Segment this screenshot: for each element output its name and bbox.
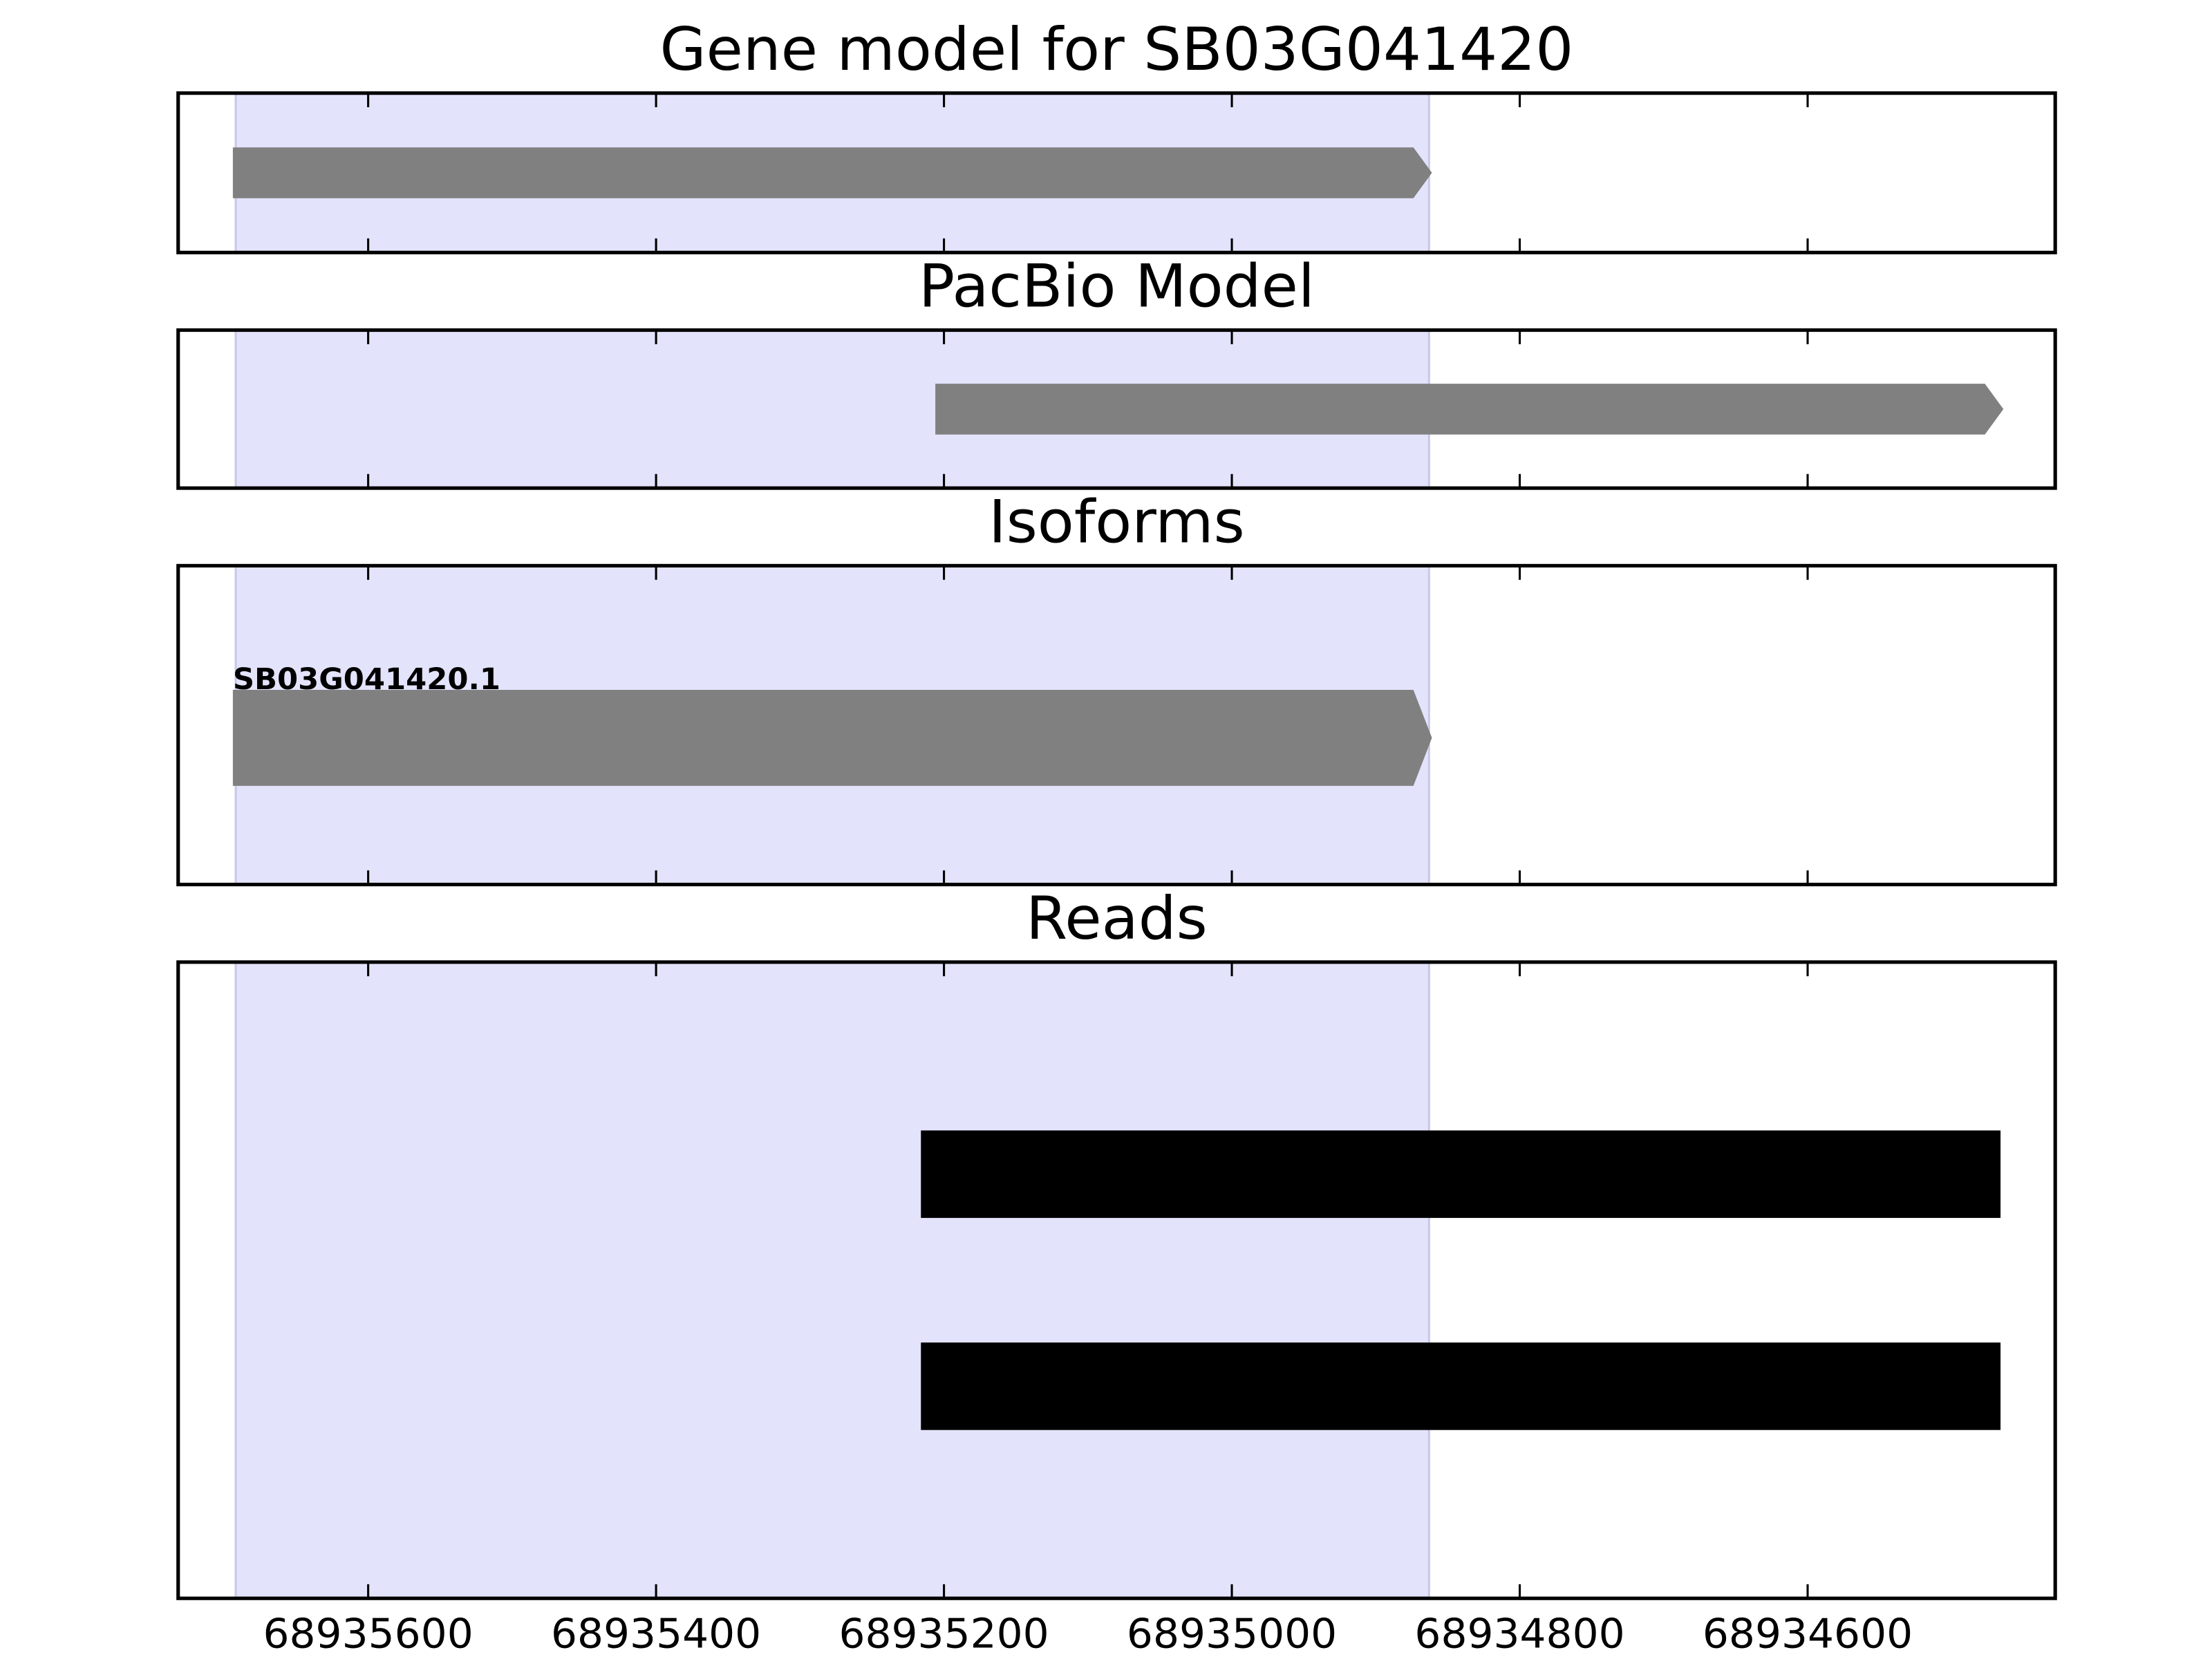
read-bar (921, 1130, 2001, 1218)
panel-title: Isoforms (988, 488, 1245, 557)
feature-label: SB03G041420.1 (233, 662, 500, 697)
feature-arrow (232, 690, 1432, 786)
x-tick-label: 68935200 (838, 1611, 1049, 1658)
feature-arrow (935, 384, 2004, 435)
x-tick-label: 68935000 (1127, 1611, 1337, 1658)
x-tick-label: 68934600 (1703, 1611, 1913, 1658)
panel-frame (176, 960, 2057, 1600)
x-tick-label: 68934800 (1414, 1611, 1624, 1658)
highlight-region (234, 961, 1430, 1600)
x-tick-label: 68935600 (263, 1611, 473, 1658)
panel-frame (176, 91, 2057, 254)
panel-frame (176, 328, 2057, 490)
panel-title: Gene model for SB03G041420 (660, 15, 1574, 84)
feature-arrow (232, 147, 1432, 198)
x-tick-label: 68935400 (551, 1611, 761, 1658)
read-bar (921, 1342, 2001, 1430)
panel-title: Reads (1026, 884, 1208, 953)
panel-frame (176, 563, 2057, 887)
panel-title: PacBio Model (919, 252, 1315, 321)
